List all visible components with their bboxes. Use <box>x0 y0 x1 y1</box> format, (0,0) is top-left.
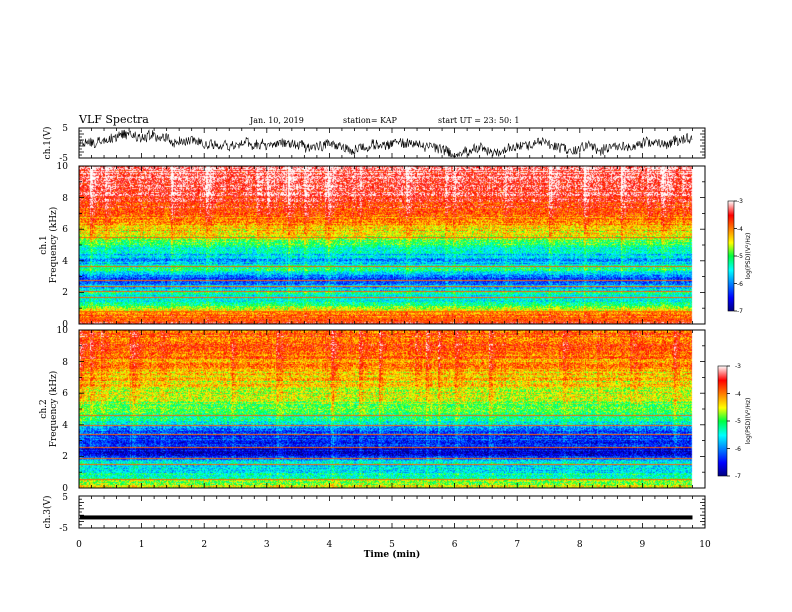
ch3-ytick-5: 5 <box>62 493 68 503</box>
ch1-colorbar-tick-6: -6 <box>737 281 743 288</box>
ch1-colorbar-tick-4: -4 <box>737 226 743 233</box>
ch2-colorbar-tick-4: -4 <box>735 391 741 398</box>
ch3-waveform-panel: 5 -5 ch.3(V) 0 1 2 3 4 5 6 7 8 9 10 Time (min) <box>42 493 711 560</box>
date-label: Jan. 10, 2019 <box>249 116 304 125</box>
ch2-colorbar <box>717 365 728 477</box>
ch1-ytick-5: 5 <box>62 124 68 134</box>
ch1-colorbar-tick-7: -7 <box>737 308 743 315</box>
ch2-colorbar-tick-5: -5 <box>735 418 741 425</box>
ch3-waveform-trace <box>80 515 693 520</box>
x-tick-label: 6 <box>452 540 458 550</box>
x-tick-label: 7 <box>514 540 520 550</box>
ch2-ytick-10: 10 <box>57 326 69 336</box>
x-tick-label: 4 <box>327 540 333 550</box>
ch1-ytick-0: 0 <box>62 320 68 330</box>
figure-title: VLF Spectra <box>78 113 149 126</box>
ch1-colorbar-label: log(PSD)(V²/Hz) <box>745 233 752 280</box>
ch1-spectrogram-ylabel: ch.1Frequency (kHz) <box>39 207 59 284</box>
x-tick-label: 8 <box>577 540 583 550</box>
start-time-label: start UT = 23: 50: 1 <box>438 116 519 125</box>
ch2-colorbar-tick-7: -7 <box>735 473 741 480</box>
station-label: station= KAP <box>343 116 398 125</box>
x-tick-label: 3 <box>264 540 270 550</box>
ch1-colorbar-tick-5: -5 <box>737 253 743 260</box>
x-tick-label: 9 <box>640 540 646 550</box>
ch1-waveform-trace <box>79 129 693 158</box>
ch2-ytick-8: 8 <box>62 358 68 368</box>
ch3-ytick-minus5: -5 <box>59 524 68 534</box>
ch1-ytick-6: 6 <box>62 225 68 235</box>
ch1-ytick-8: 8 <box>62 194 68 204</box>
ch2-colorbar-tick-3: -3 <box>735 363 741 370</box>
ch2-ytick-4: 4 <box>62 421 68 431</box>
x-tick-label: 5 <box>389 540 395 550</box>
ch2-spectrogram-image <box>79 330 705 488</box>
ch3-waveform-ylabel: ch.3(V) <box>42 496 53 529</box>
ch2-ytick-0: 0 <box>62 484 68 494</box>
ch2-spectrogram-ylabel: ch.2Frequency (kHz) <box>39 371 59 448</box>
ch1-colorbar <box>727 200 735 312</box>
x-tick-label: 0 <box>76 540 82 550</box>
ch2-colorbar-label: log(PSD)(V²/Hz) <box>745 398 752 445</box>
ch1-waveform-ylabel: ch.1(V) <box>42 127 53 160</box>
ch1-ytick-2: 2 <box>62 288 68 298</box>
ch1-waveform-panel: 5 -5 ch.1(V) <box>42 124 706 164</box>
ch2-spectrogram-panel: 0 2 4 6 8 10 ch.2Frequency (kHz) -3 -4 -… <box>39 326 752 494</box>
ch1-spectrogram-image <box>79 166 705 324</box>
ch2-ytick-6: 6 <box>62 389 68 399</box>
ch1-ytick-10: 10 <box>57 162 69 172</box>
x-axis-label: Time (min) <box>364 549 421 560</box>
ch2-colorbar-tick-6: -6 <box>735 446 741 453</box>
x-tick-label: 2 <box>201 540 207 550</box>
ch2-ytick-2: 2 <box>62 452 68 462</box>
ch1-ytick-minus5: -5 <box>59 154 68 164</box>
x-tick-label: 1 <box>139 540 145 550</box>
ch1-ytick-4: 4 <box>62 257 68 267</box>
x-tick-label: 10 <box>699 540 711 550</box>
ch1-colorbar-tick-3: -3 <box>737 198 743 205</box>
ch1-spectrogram-panel: 0 2 4 6 8 10 ch.1Frequency (kHz) -3 -4 -… <box>39 162 752 330</box>
